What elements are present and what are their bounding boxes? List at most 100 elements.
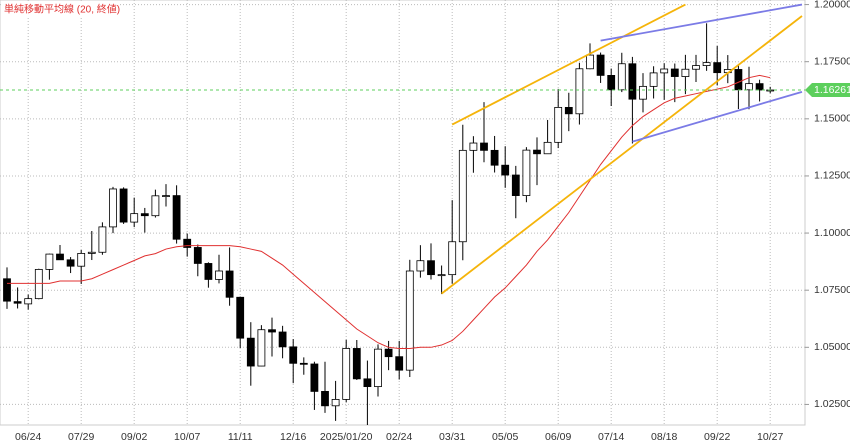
candle-body <box>109 188 117 228</box>
candle-body <box>480 142 488 151</box>
candle-body <box>469 142 478 151</box>
last-price-tag <box>805 83 850 98</box>
moving-average-line <box>7 74 771 349</box>
candle-body <box>607 75 616 91</box>
candle-body <box>596 54 605 76</box>
candle-body <box>458 149 467 243</box>
trendline <box>441 15 803 295</box>
candle-body <box>331 399 340 407</box>
candle-body <box>56 253 64 261</box>
candle-body <box>564 106 573 115</box>
x-tick-label: 07/29 <box>68 431 94 443</box>
candle-body <box>384 348 393 358</box>
candle-body <box>405 270 414 371</box>
candle-body <box>374 348 382 388</box>
candle-body <box>310 363 319 392</box>
candle-body <box>3 278 11 302</box>
candle-body <box>522 149 531 196</box>
candle-body <box>257 329 266 367</box>
candle-body <box>617 63 626 91</box>
title-background <box>2 3 120 17</box>
candle-body <box>34 268 43 300</box>
candle-body <box>299 362 308 365</box>
candle-body <box>490 149 499 166</box>
x-tick-label: 10/07 <box>174 431 200 443</box>
candle-body <box>427 260 435 276</box>
x-tick-label: 2025/01/20 <box>320 431 373 443</box>
y-tick-label: 1.10000 <box>814 227 850 239</box>
candle-body <box>501 164 510 176</box>
y-tick-label: 1.05000 <box>814 341 850 353</box>
candle-body <box>225 270 234 298</box>
candle-body <box>140 213 149 217</box>
last-price-label: 1.16261 <box>814 84 850 96</box>
candle-body <box>734 69 743 91</box>
candle-body <box>13 301 22 304</box>
trendline <box>632 90 803 143</box>
candle-body <box>236 296 245 339</box>
candle-body <box>745 83 753 91</box>
candle-body <box>670 68 679 77</box>
x-tick-label: 03/31 <box>439 431 465 443</box>
candle-body <box>162 195 170 197</box>
x-tick-label: 10/27 <box>757 431 783 443</box>
candle-body <box>660 68 669 74</box>
x-tick-label: 06/09 <box>545 431 571 443</box>
x-tick-label: 08/18 <box>651 431 677 443</box>
candle-body <box>130 213 139 223</box>
candle-body <box>278 331 287 348</box>
y-tick-label: 1.17500 <box>814 55 850 67</box>
candle-body <box>352 348 361 380</box>
candle-body <box>543 141 552 155</box>
x-tick-label: 12/16 <box>280 431 306 443</box>
candle-body <box>702 62 711 66</box>
y-tick-label: 1.07500 <box>814 284 850 296</box>
candle-body <box>511 174 520 196</box>
candle-body <box>45 253 54 270</box>
candle-body <box>342 348 351 400</box>
candle-body <box>193 247 202 264</box>
candle-body <box>66 259 75 267</box>
x-tick-label: 05/05 <box>492 431 518 443</box>
candle-body <box>215 270 223 280</box>
candle-body <box>755 83 764 91</box>
candle-body <box>183 238 192 248</box>
x-tick-label: 06/24 <box>15 431 41 443</box>
x-tick-label: 09/02 <box>121 431 147 443</box>
candle-body <box>575 68 584 115</box>
candle-body <box>268 329 276 333</box>
candle-body <box>24 298 33 305</box>
candle-body <box>204 263 213 280</box>
y-tick-label: 1.02500 <box>814 398 850 410</box>
trendline <box>451 3 686 126</box>
candle-body <box>363 378 372 388</box>
candle-body <box>533 149 541 155</box>
candle-body <box>119 188 128 223</box>
x-tick-label: 11/11 <box>228 431 253 443</box>
candle-body <box>692 65 700 70</box>
candle-body <box>151 195 160 217</box>
candle-body <box>321 391 329 407</box>
candle-body <box>77 253 86 267</box>
candle-body <box>681 68 690 77</box>
x-tick-label: 07/14 <box>598 431 624 443</box>
candle-body <box>586 54 594 70</box>
candle-body <box>416 260 425 272</box>
x-tick-label: 09/22 <box>704 431 730 443</box>
candle-body <box>289 346 298 364</box>
chart-title: 単純移動平均線 (20, 終値) <box>4 3 120 16</box>
candle-body <box>649 72 658 87</box>
candle-body <box>246 337 255 367</box>
candle-body <box>98 226 107 253</box>
candle-body <box>554 106 563 143</box>
candle-body <box>628 63 637 100</box>
y-tick-label: 1.20000 <box>814 0 850 10</box>
candle-body <box>172 195 181 240</box>
y-tick-label: 1.12500 <box>814 170 850 182</box>
candle-body <box>437 274 446 277</box>
candle-body <box>639 85 647 100</box>
trendline <box>600 3 803 42</box>
candle-body <box>713 62 722 74</box>
candle-body <box>448 241 457 276</box>
